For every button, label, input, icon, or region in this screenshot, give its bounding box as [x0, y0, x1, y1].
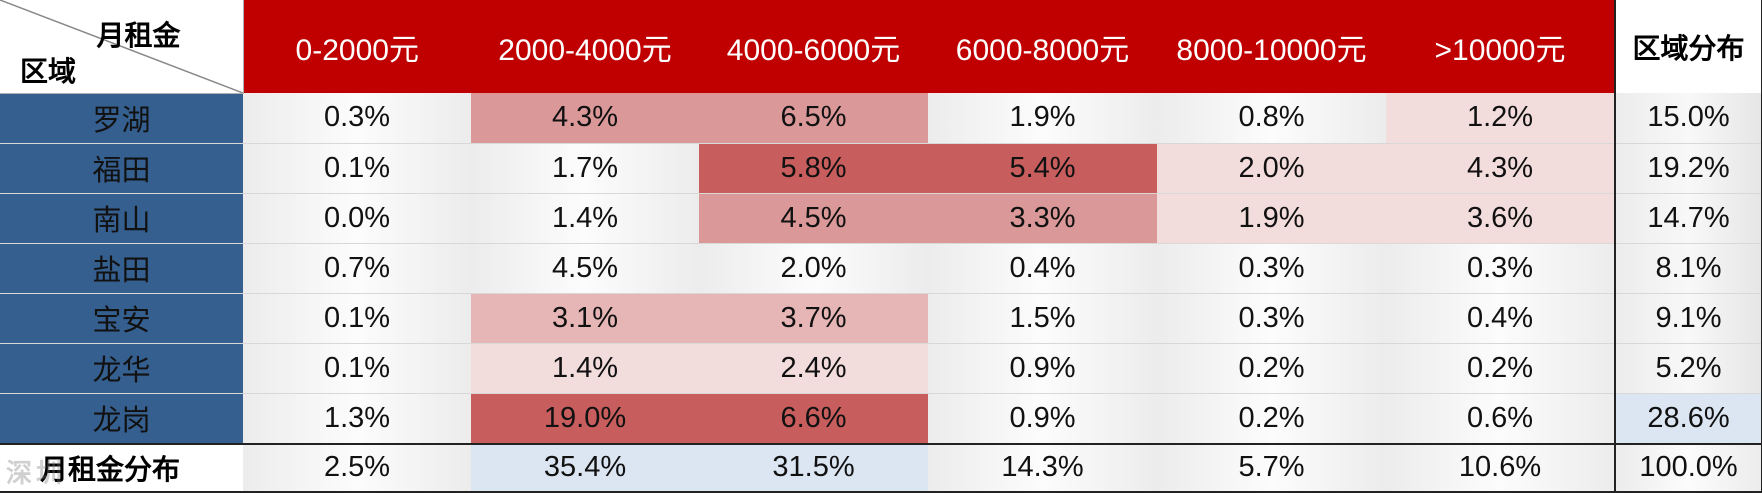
table-cell: 3.7%: [699, 293, 928, 344]
header-row: 月租金 区域 0-2000元 2000-4000元 4000-6000元 600…: [0, 0, 1762, 94]
district-total-cell: 9.1%: [1614, 293, 1762, 344]
table-cell: 0.1%: [243, 343, 471, 394]
table-cell: 1.7%: [471, 143, 699, 194]
total-cell: 5.7%: [1157, 442, 1386, 493]
table-cell: 2.0%: [1157, 143, 1386, 194]
district-total-cell: 15.0%: [1614, 93, 1762, 144]
total-row-label: 月租金分布: [40, 453, 181, 485]
table-cell: 4.3%: [1386, 143, 1615, 194]
table-cell: 0.2%: [1157, 393, 1386, 444]
column-header: 2000-4000元: [471, 0, 699, 93]
table-cell: 2.0%: [699, 243, 928, 294]
total-cell: 10.6%: [1386, 442, 1615, 493]
district-total-cell: 5.2%: [1614, 343, 1762, 394]
district-label: 龙华: [0, 343, 243, 394]
table-cell: 1.2%: [1386, 93, 1615, 144]
table-cell: 1.9%: [1157, 193, 1386, 244]
table-cell: 2.4%: [699, 343, 928, 394]
table-row: 盐田 0.7% 4.5% 2.0% 0.4% 0.3% 0.3% 8.1%: [0, 243, 1762, 294]
table-cell: 5.8%: [699, 143, 928, 194]
total-row: 深圳 月租金分布 2.5% 35.4% 31.5% 14.3% 5.7% 10.…: [0, 442, 1762, 493]
table-cell: 0.3%: [1157, 243, 1386, 294]
table-cell: 4.5%: [699, 193, 928, 244]
table-cell: 0.1%: [243, 143, 471, 194]
table-row: 宝安 0.1% 3.1% 3.7% 1.5% 0.3% 0.4% 9.1%: [0, 293, 1762, 344]
table-row: 龙岗 1.3% 19.0% 6.6% 0.9% 0.2% 0.6% 28.6%: [0, 393, 1762, 444]
table-cell: 0.3%: [1157, 293, 1386, 344]
district-total-cell: 14.7%: [1614, 193, 1762, 244]
district-label: 龙岗: [0, 393, 243, 444]
table-cell: 0.2%: [1157, 343, 1386, 394]
total-cell: 14.3%: [928, 442, 1157, 493]
table-cell: 4.5%: [471, 243, 699, 294]
column-header: 6000-8000元: [928, 0, 1157, 93]
column-header: 8000-10000元: [1157, 0, 1386, 93]
total-cell: 2.5%: [243, 442, 471, 493]
table-row: 罗湖 0.3% 4.3% 6.5% 1.9% 0.8% 1.2% 15.0%: [0, 93, 1762, 144]
district-label: 宝安: [0, 293, 243, 344]
corner-header: 月租金 区域: [0, 0, 244, 94]
table-cell: 0.7%: [243, 243, 471, 294]
table-cell: 5.4%: [928, 143, 1157, 194]
table-cell: 0.0%: [243, 193, 471, 244]
table-cell: 19.0%: [471, 393, 699, 444]
table-cell: 4.3%: [471, 93, 699, 144]
table-cell: 1.5%: [928, 293, 1157, 344]
table-cell: 0.3%: [1386, 243, 1615, 294]
district-total-cell: 28.6%: [1614, 393, 1762, 444]
district-label: 盐田: [0, 243, 243, 294]
table-cell: 1.4%: [471, 343, 699, 394]
summary-column-header: 区域分布: [1614, 0, 1762, 93]
district-total-cell: 19.2%: [1614, 143, 1762, 194]
corner-label-district: 区域: [20, 56, 77, 87]
total-cell: 35.4%: [471, 442, 699, 493]
district-label: 罗湖: [0, 93, 243, 144]
watermark: 深圳: [6, 457, 67, 488]
table-cell: 0.3%: [243, 93, 471, 144]
grand-total-cell: 100.0%: [1614, 442, 1762, 493]
table-cell: 6.5%: [699, 93, 928, 144]
table-cell: 1.9%: [928, 93, 1157, 144]
table-cell: 1.4%: [471, 193, 699, 244]
table-cell: 6.6%: [699, 393, 928, 444]
table-cell: 0.4%: [928, 243, 1157, 294]
table-cell: 3.3%: [928, 193, 1157, 244]
corner-diagonal-line: [0, 0, 243, 93]
table-row: 龙华 0.1% 1.4% 2.4% 0.9% 0.2% 0.2% 5.2%: [0, 343, 1762, 394]
table-cell: 0.1%: [243, 293, 471, 344]
table-cell: 0.2%: [1386, 343, 1615, 394]
district-label: 福田: [0, 143, 243, 194]
table-cell: 0.6%: [1386, 393, 1615, 444]
column-header: >10000元: [1386, 0, 1615, 93]
total-cell: 31.5%: [699, 442, 928, 493]
table-cell: 0.4%: [1386, 293, 1615, 344]
table-cell: 0.8%: [1157, 93, 1386, 144]
district-total-cell: 8.1%: [1614, 243, 1762, 294]
table-cell: 3.1%: [471, 293, 699, 344]
table-cell: 1.3%: [243, 393, 471, 444]
column-header: 4000-6000元: [699, 0, 928, 93]
total-row-label-cell: 深圳 月租金分布: [0, 442, 243, 493]
district-label: 南山: [0, 193, 243, 244]
table-row: 南山 0.0% 1.4% 4.5% 3.3% 1.9% 3.6% 14.7%: [0, 193, 1762, 244]
table-cell: 3.6%: [1386, 193, 1615, 244]
table-cell: 0.9%: [928, 343, 1157, 394]
column-header: 0-2000元: [243, 0, 471, 93]
table-cell: 0.9%: [928, 393, 1157, 444]
corner-label-rent: 月租金: [96, 20, 181, 51]
table-row: 福田 0.1% 1.7% 5.8% 5.4% 2.0% 4.3% 19.2%: [0, 143, 1762, 194]
